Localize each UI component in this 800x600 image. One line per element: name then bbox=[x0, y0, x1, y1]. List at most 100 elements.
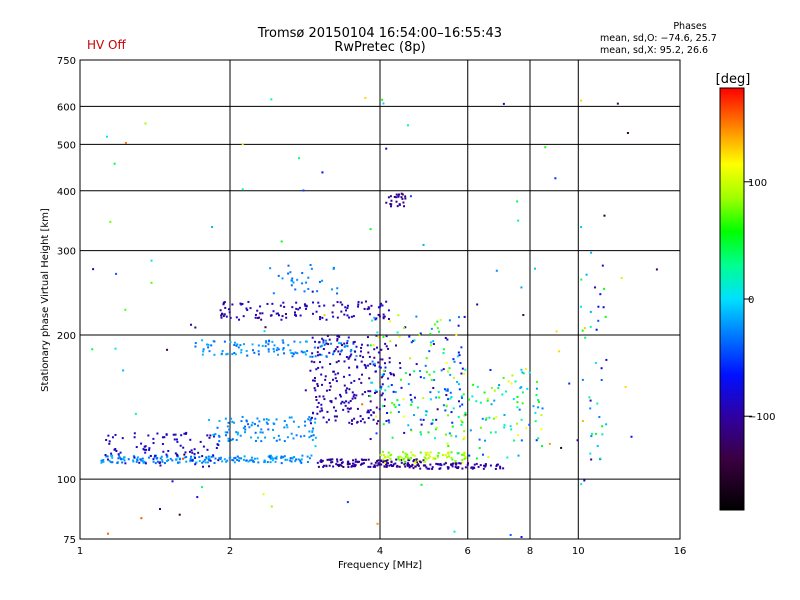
data-point bbox=[254, 313, 257, 316]
data-point bbox=[517, 434, 520, 437]
data-point bbox=[202, 460, 205, 463]
data-point bbox=[184, 451, 187, 454]
data-point bbox=[327, 343, 330, 346]
data-point bbox=[378, 408, 381, 411]
data-point bbox=[431, 466, 434, 469]
data-point bbox=[353, 393, 356, 396]
data-point bbox=[269, 461, 272, 464]
data-point bbox=[444, 462, 447, 465]
data-point bbox=[175, 453, 178, 456]
data-point bbox=[455, 333, 458, 336]
data-point bbox=[271, 456, 274, 459]
data-point bbox=[135, 460, 138, 463]
data-point bbox=[368, 313, 371, 316]
data-point bbox=[406, 453, 409, 456]
data-point bbox=[384, 461, 387, 464]
data-point bbox=[319, 315, 322, 318]
data-point bbox=[438, 396, 441, 399]
data-point bbox=[206, 448, 209, 451]
data-point bbox=[395, 344, 398, 347]
data-point bbox=[464, 368, 467, 371]
data-point bbox=[353, 465, 356, 468]
data-point bbox=[303, 434, 306, 437]
data-point bbox=[528, 423, 531, 426]
data-point bbox=[314, 340, 317, 343]
data-point bbox=[152, 442, 155, 445]
data-point bbox=[461, 461, 464, 464]
data-point bbox=[479, 401, 482, 404]
data-point bbox=[163, 436, 166, 439]
data-point bbox=[171, 459, 174, 462]
data-point bbox=[454, 465, 457, 468]
data-point bbox=[328, 389, 331, 392]
data-point bbox=[229, 316, 232, 319]
data-point bbox=[334, 419, 337, 422]
data-point bbox=[245, 420, 248, 423]
data-point bbox=[254, 439, 257, 442]
data-point bbox=[326, 410, 329, 413]
data-point bbox=[338, 342, 341, 345]
data-point bbox=[444, 409, 447, 412]
data-point bbox=[431, 467, 434, 470]
data-point bbox=[349, 350, 352, 353]
data-point bbox=[354, 458, 357, 461]
data-point bbox=[537, 400, 540, 403]
data-point bbox=[359, 354, 362, 357]
data-point bbox=[266, 422, 269, 425]
data-point bbox=[371, 319, 374, 322]
data-point bbox=[414, 462, 417, 465]
data-point bbox=[256, 457, 259, 460]
data-point bbox=[295, 301, 298, 304]
data-point bbox=[395, 193, 398, 196]
data-point bbox=[472, 383, 475, 386]
chart-title: Tromsø 20150104 16:54:00–16:55:43 bbox=[257, 26, 503, 41]
data-point bbox=[267, 339, 270, 342]
data-point bbox=[363, 363, 366, 366]
data-point bbox=[383, 465, 386, 468]
data-point bbox=[215, 446, 218, 449]
data-point bbox=[360, 346, 363, 349]
data-point bbox=[219, 457, 222, 460]
data-point bbox=[370, 462, 373, 465]
data-point bbox=[384, 460, 387, 463]
data-point bbox=[388, 464, 391, 467]
data-point bbox=[105, 438, 108, 441]
data-point bbox=[275, 439, 278, 442]
data-point bbox=[429, 391, 432, 394]
data-point bbox=[352, 341, 355, 344]
data-point bbox=[458, 462, 461, 465]
data-point bbox=[520, 439, 523, 442]
data-point bbox=[395, 465, 398, 468]
data-point bbox=[172, 433, 175, 436]
data-point bbox=[589, 452, 592, 455]
data-point bbox=[322, 416, 325, 419]
data-point bbox=[457, 351, 460, 354]
data-point bbox=[321, 459, 324, 462]
data-point bbox=[432, 343, 435, 346]
data-point bbox=[466, 462, 469, 465]
data-point bbox=[367, 364, 370, 367]
data-point bbox=[114, 433, 117, 436]
data-point bbox=[516, 200, 519, 203]
data-point bbox=[404, 195, 407, 198]
data-point bbox=[412, 460, 415, 463]
data-point bbox=[256, 317, 259, 320]
data-point bbox=[457, 383, 460, 386]
data-point bbox=[242, 458, 245, 461]
data-point bbox=[257, 344, 260, 347]
data-point bbox=[486, 397, 489, 400]
data-point bbox=[321, 409, 324, 412]
data-point bbox=[133, 456, 136, 459]
data-point bbox=[108, 459, 111, 462]
data-point bbox=[493, 417, 496, 420]
data-point bbox=[409, 465, 412, 468]
data-point bbox=[193, 448, 196, 451]
data-point bbox=[509, 533, 512, 536]
data-point bbox=[246, 309, 249, 312]
data-point bbox=[289, 457, 292, 460]
data-point bbox=[416, 459, 419, 462]
data-point bbox=[330, 342, 333, 345]
data-point bbox=[335, 361, 338, 364]
phases-x-stats: mean, sd,X: 95.2, 26.6 bbox=[600, 45, 709, 56]
data-point bbox=[388, 421, 391, 424]
